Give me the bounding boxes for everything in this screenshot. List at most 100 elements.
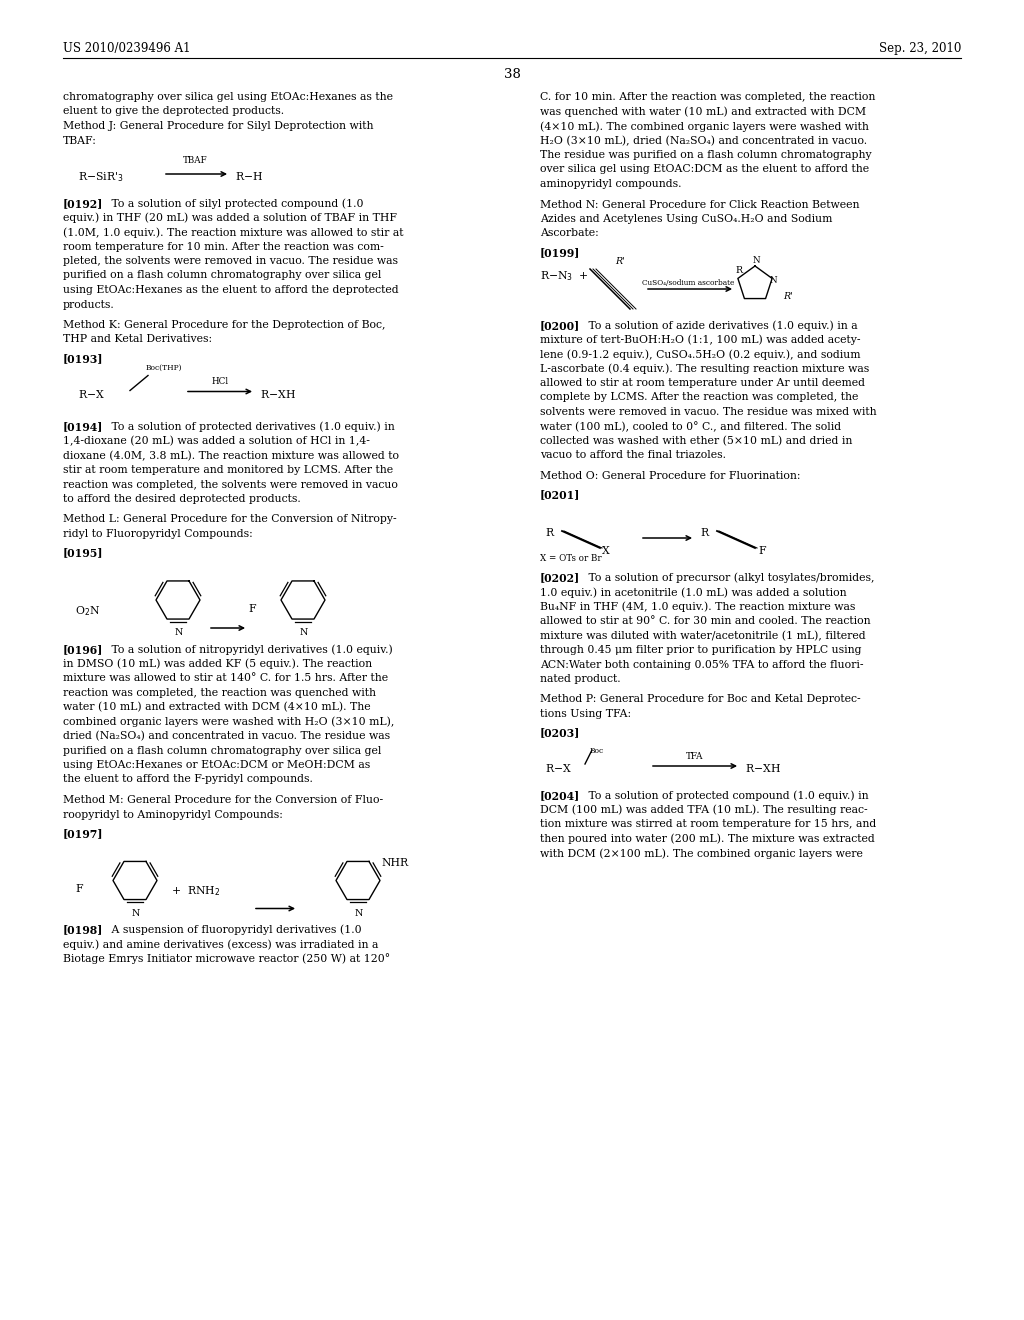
Text: then poured into water (200 mL). The mixture was extracted: then poured into water (200 mL). The mix… <box>540 833 874 843</box>
Text: aminopyridyl compounds.: aminopyridyl compounds. <box>540 180 682 189</box>
Text: allowed to stir at 90° C. for 30 min and cooled. The reaction: allowed to stir at 90° C. for 30 min and… <box>540 616 870 626</box>
Text: R: R <box>700 528 709 539</box>
Text: A suspension of fluoropyridyl derivatives (1.0: A suspension of fluoropyridyl derivative… <box>101 924 361 935</box>
Text: equiv.) in THF (20 mL) was added a solution of TBAF in THF: equiv.) in THF (20 mL) was added a solut… <box>63 213 397 223</box>
Text: complete by LCMS. After the reaction was completed, the: complete by LCMS. After the reaction was… <box>540 392 858 403</box>
Text: eluent to give the deprotected products.: eluent to give the deprotected products. <box>63 107 284 116</box>
Text: with DCM (2×100 mL). The combined organic layers were: with DCM (2×100 mL). The combined organi… <box>540 847 863 858</box>
Text: F: F <box>248 605 256 614</box>
Text: R$-$X: R$-$X <box>78 388 105 400</box>
Text: [0204]: [0204] <box>540 789 581 801</box>
Text: 1,4-dioxane (20 mL) was added a solution of HCl in 1,4-: 1,4-dioxane (20 mL) was added a solution… <box>63 436 370 446</box>
Text: dioxane (4.0M, 3.8 mL). The reaction mixture was allowed to: dioxane (4.0M, 3.8 mL). The reaction mix… <box>63 450 399 461</box>
Text: over silica gel using EtOAC:DCM as the eluent to afford the: over silica gel using EtOAC:DCM as the e… <box>540 165 869 174</box>
Text: 38: 38 <box>504 69 520 81</box>
Text: R': R' <box>615 257 625 267</box>
Text: $+$  RNH$_2$: $+$ RNH$_2$ <box>171 884 220 899</box>
Text: collected was washed with ether (5×10 mL) and dried in: collected was washed with ether (5×10 mL… <box>540 436 852 446</box>
Text: Biotage Emrys Initiator microwave reactor (250 W) at 120°: Biotage Emrys Initiator microwave reacto… <box>63 953 390 965</box>
Text: R$-$XH: R$-$XH <box>745 762 781 774</box>
Text: To a solution of nitropyridyl derivatives (1.0 equiv.): To a solution of nitropyridyl derivative… <box>101 644 393 655</box>
Text: R$-$XH: R$-$XH <box>260 388 296 400</box>
Text: was quenched with water (10 mL) and extracted with DCM: was quenched with water (10 mL) and extr… <box>540 107 866 117</box>
Text: To a solution of protected compound (1.0 equiv.) in: To a solution of protected compound (1.0… <box>578 789 868 800</box>
Text: pleted, the solvents were removed in vacuo. The residue was: pleted, the solvents were removed in vac… <box>63 256 398 267</box>
Text: purified on a flash column chromatography over silica gel: purified on a flash column chromatograph… <box>63 271 381 281</box>
Text: solvents were removed in vacuo. The residue was mixed with: solvents were removed in vacuo. The resi… <box>540 407 877 417</box>
Text: [0200]: [0200] <box>540 319 581 331</box>
Text: Method K: General Procedure for the Deprotection of Boc,: Method K: General Procedure for the Depr… <box>63 319 385 330</box>
Text: dried (Na₂SO₄) and concentrated in vacuo. The residue was: dried (Na₂SO₄) and concentrated in vacuo… <box>63 731 390 742</box>
Text: tion mixture was stirred at room temperature for 15 hrs, and: tion mixture was stirred at room tempera… <box>540 818 877 829</box>
Text: mixture was diluted with water/acetonitrile (1 mL), filtered: mixture was diluted with water/acetonitr… <box>540 631 865 640</box>
Text: [0203]: [0203] <box>540 727 581 738</box>
Text: F: F <box>75 884 83 895</box>
Text: R$-$N$_3$  $+$: R$-$N$_3$ $+$ <box>540 269 589 284</box>
Text: The residue was purified on a flash column chromatography: The residue was purified on a flash colu… <box>540 150 871 160</box>
Text: NHR: NHR <box>381 858 409 869</box>
Text: in DMSO (10 mL) was added KF (5 equiv.). The reaction: in DMSO (10 mL) was added KF (5 equiv.).… <box>63 659 372 669</box>
Text: mixture was allowed to stir at 140° C. for 1.5 hrs. After the: mixture was allowed to stir at 140° C. f… <box>63 673 388 682</box>
Text: Method P: General Procedure for Boc and Ketal Deprotec-: Method P: General Procedure for Boc and … <box>540 694 860 705</box>
Text: [0194]: [0194] <box>63 421 103 433</box>
Text: ridyl to Fluoropyridyl Compounds:: ridyl to Fluoropyridyl Compounds: <box>63 529 253 539</box>
Text: [0192]: [0192] <box>63 198 103 209</box>
Text: through 0.45 μm filter prior to purification by HPLC using: through 0.45 μm filter prior to purifica… <box>540 645 861 655</box>
Text: the eluent to afford the F-pyridyl compounds.: the eluent to afford the F-pyridyl compo… <box>63 775 313 784</box>
Text: [0195]: [0195] <box>63 548 103 558</box>
Text: THP and Ketal Derivatives:: THP and Ketal Derivatives: <box>63 334 212 345</box>
Text: N: N <box>300 628 308 638</box>
Text: combined organic layers were washed with H₂O (3×10 mL),: combined organic layers were washed with… <box>63 717 394 727</box>
Text: HCl: HCl <box>211 378 228 387</box>
Text: C. for 10 min. After the reaction was completed, the reaction: C. for 10 min. After the reaction was co… <box>540 92 876 102</box>
Text: TBAF: TBAF <box>182 156 207 165</box>
Text: Azides and Acetylenes Using CuSO₄.H₂O and Sodium: Azides and Acetylenes Using CuSO₄.H₂O an… <box>540 214 833 224</box>
Text: to afford the desired deprotected products.: to afford the desired deprotected produc… <box>63 494 301 504</box>
Text: To a solution of protected derivatives (1.0 equiv.) in: To a solution of protected derivatives (… <box>101 421 394 432</box>
Text: [0198]: [0198] <box>63 924 103 936</box>
Text: tions Using TFA:: tions Using TFA: <box>540 709 631 719</box>
Text: Boc(THP): Boc(THP) <box>146 363 182 371</box>
Text: [0199]: [0199] <box>540 247 581 257</box>
Text: mixture of tert-BuOH:H₂O (1:1, 100 mL) was added acety-: mixture of tert-BuOH:H₂O (1:1, 100 mL) w… <box>540 334 860 345</box>
Text: H₂O (3×10 mL), dried (Na₂SO₄) and concentrated in vacuo.: H₂O (3×10 mL), dried (Na₂SO₄) and concen… <box>540 136 867 145</box>
Text: N: N <box>770 276 777 285</box>
Text: TFA: TFA <box>686 752 703 762</box>
Text: reaction was completed, the solvents were removed in vacuo: reaction was completed, the solvents wer… <box>63 479 398 490</box>
Text: F: F <box>758 546 766 556</box>
Text: lene (0.9-1.2 equiv.), CuSO₄.5H₂O (0.2 equiv.), and sodium: lene (0.9-1.2 equiv.), CuSO₄.5H₂O (0.2 e… <box>540 348 860 359</box>
Text: R': R' <box>783 292 793 301</box>
Text: using EtOAc:Hexanes as the eluent to afford the deprotected: using EtOAc:Hexanes as the eluent to aff… <box>63 285 398 294</box>
Text: TBAF:: TBAF: <box>63 136 97 145</box>
Text: stir at room temperature and monitored by LCMS. After the: stir at room temperature and monitored b… <box>63 465 393 475</box>
Text: Bu₄NF in THF (4M, 1.0 equiv.). The reaction mixture was: Bu₄NF in THF (4M, 1.0 equiv.). The react… <box>540 602 855 612</box>
Text: water (100 mL), cooled to 0° C., and filtered. The solid: water (100 mL), cooled to 0° C., and fil… <box>540 421 841 432</box>
Text: reaction was completed, the reaction was quenched with: reaction was completed, the reaction was… <box>63 688 376 697</box>
Text: [0197]: [0197] <box>63 828 103 840</box>
Text: 1.0 equiv.) in acetonitrile (1.0 mL) was added a solution: 1.0 equiv.) in acetonitrile (1.0 mL) was… <box>540 587 847 598</box>
Text: products.: products. <box>63 300 115 309</box>
Text: R$-$X: R$-$X <box>545 762 572 774</box>
Text: R$-$H: R$-$H <box>234 170 263 182</box>
Text: [0193]: [0193] <box>63 352 103 364</box>
Text: purified on a flash column chromatography over silica gel: purified on a flash column chromatograph… <box>63 746 381 755</box>
Text: (1.0M, 1.0 equiv.). The reaction mixture was allowed to stir at: (1.0M, 1.0 equiv.). The reaction mixture… <box>63 227 403 238</box>
Text: N: N <box>355 908 364 917</box>
Text: R$-$SiR$'_3$: R$-$SiR$'_3$ <box>78 170 124 183</box>
Text: DCM (100 mL) was added TFA (10 mL). The resulting reac-: DCM (100 mL) was added TFA (10 mL). The … <box>540 804 867 814</box>
Text: Ascorbate:: Ascorbate: <box>540 228 599 239</box>
Text: O$_2$N: O$_2$N <box>75 605 100 618</box>
Text: Method J: General Procedure for Silyl Deprotection with: Method J: General Procedure for Silyl De… <box>63 121 374 131</box>
Text: R: R <box>545 528 553 539</box>
Text: room temperature for 10 min. After the reaction was com-: room temperature for 10 min. After the r… <box>63 242 384 252</box>
Text: Method L: General Procedure for the Conversion of Nitropy-: Method L: General Procedure for the Conv… <box>63 515 396 524</box>
Text: water (10 mL) and extracted with DCM (4×10 mL). The: water (10 mL) and extracted with DCM (4×… <box>63 702 371 713</box>
Text: allowed to stir at room temperature under Ar until deemed: allowed to stir at room temperature unde… <box>540 378 865 388</box>
Text: using EtOAc:Hexanes or EtOAc:DCM or MeOH:DCM as: using EtOAc:Hexanes or EtOAc:DCM or MeOH… <box>63 760 371 770</box>
Text: Method M: General Procedure for the Conversion of Fluo-: Method M: General Procedure for the Conv… <box>63 795 383 805</box>
Text: equiv.) and amine derivatives (excess) was irradiated in a: equiv.) and amine derivatives (excess) w… <box>63 939 379 949</box>
Text: L-ascorbate (0.4 equiv.). The resulting reaction mixture was: L-ascorbate (0.4 equiv.). The resulting … <box>540 363 869 374</box>
Text: nated product.: nated product. <box>540 675 621 684</box>
Text: ACN:Water both containing 0.05% TFA to afford the fluori-: ACN:Water both containing 0.05% TFA to a… <box>540 660 863 669</box>
Text: CuSO₄/sodium ascorbate: CuSO₄/sodium ascorbate <box>642 279 734 286</box>
